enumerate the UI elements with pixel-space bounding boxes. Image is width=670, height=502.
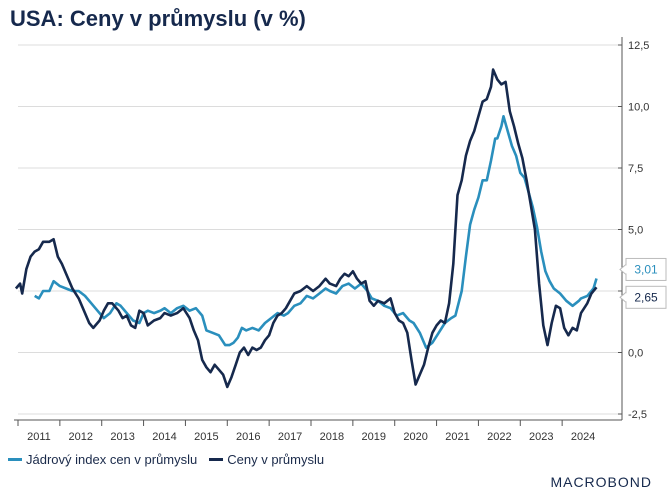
end-label-industrial-prices-pointer bbox=[619, 291, 627, 304]
y-tick-label: 12,5 bbox=[628, 40, 649, 52]
chart-title: USA: Ceny v průmyslu (v %) bbox=[10, 6, 306, 31]
macrobond-logo: MACROBOND bbox=[550, 474, 652, 490]
legend: Jádrový index cen v průmyslu Ceny v prům… bbox=[8, 452, 324, 467]
y-tick-label: -2,5 bbox=[628, 409, 647, 421]
x-tick-label: 2022 bbox=[487, 431, 511, 443]
end-label-industrial-prices: 2,65 bbox=[634, 290, 658, 304]
x-tick-label: 2017 bbox=[278, 431, 302, 443]
x-tick-label: 2021 bbox=[445, 431, 469, 443]
y-tick-label: 5,0 bbox=[628, 225, 643, 237]
series-line-industrial-prices bbox=[14, 68, 598, 389]
x-tick-label: 2023 bbox=[529, 431, 553, 443]
legend-item-industrial-prices: Ceny v průmyslu bbox=[209, 452, 324, 467]
end-label-core-index: 3,01 bbox=[634, 262, 658, 276]
end-label-core-index-pointer bbox=[619, 263, 627, 276]
y-tick-label: 10,0 bbox=[628, 102, 649, 114]
legend-label-core-index: Jádrový index cen v průmyslu bbox=[26, 452, 198, 467]
x-tick-label: 2011 bbox=[27, 431, 51, 443]
x-tick-label: 2024 bbox=[571, 431, 595, 443]
x-tick-label: 2012 bbox=[69, 431, 93, 443]
x-tick-label: 2020 bbox=[403, 431, 427, 443]
x-tick-label: 2014 bbox=[152, 431, 176, 443]
y-tick-label: 7,5 bbox=[628, 163, 643, 175]
legend-label-industrial-prices: Ceny v průmyslu bbox=[227, 452, 325, 467]
x-tick-label: 2013 bbox=[110, 431, 134, 443]
y-tick-label: 0,0 bbox=[628, 348, 643, 360]
x-tick-label: 2019 bbox=[362, 431, 386, 443]
legend-swatch-industrial-prices bbox=[209, 458, 224, 461]
x-tick-label: 2018 bbox=[320, 431, 344, 443]
x-tick-label: 2015 bbox=[194, 431, 218, 443]
legend-swatch-core-index bbox=[8, 458, 22, 461]
legend-item-core-index: Jádrový index cen v průmyslu bbox=[8, 452, 197, 467]
line-chart: 12,510,07,55,02,50,0-2,52011201220132014… bbox=[14, 37, 667, 443]
x-tick-label: 2016 bbox=[236, 431, 260, 443]
